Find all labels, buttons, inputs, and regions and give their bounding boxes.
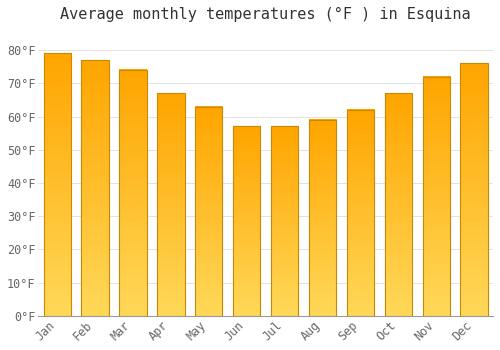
Bar	[271, 126, 298, 316]
Bar	[384, 93, 412, 316]
Title: Average monthly temperatures (°F ) in Esquina: Average monthly temperatures (°F ) in Es…	[60, 7, 471, 22]
Bar	[460, 63, 487, 316]
Bar	[233, 126, 260, 316]
Bar	[347, 110, 374, 316]
Bar	[120, 70, 146, 316]
Bar	[195, 106, 222, 316]
Bar	[44, 53, 71, 316]
Bar	[82, 60, 108, 316]
Bar	[309, 120, 336, 316]
Bar	[422, 77, 450, 316]
Bar	[157, 93, 184, 316]
